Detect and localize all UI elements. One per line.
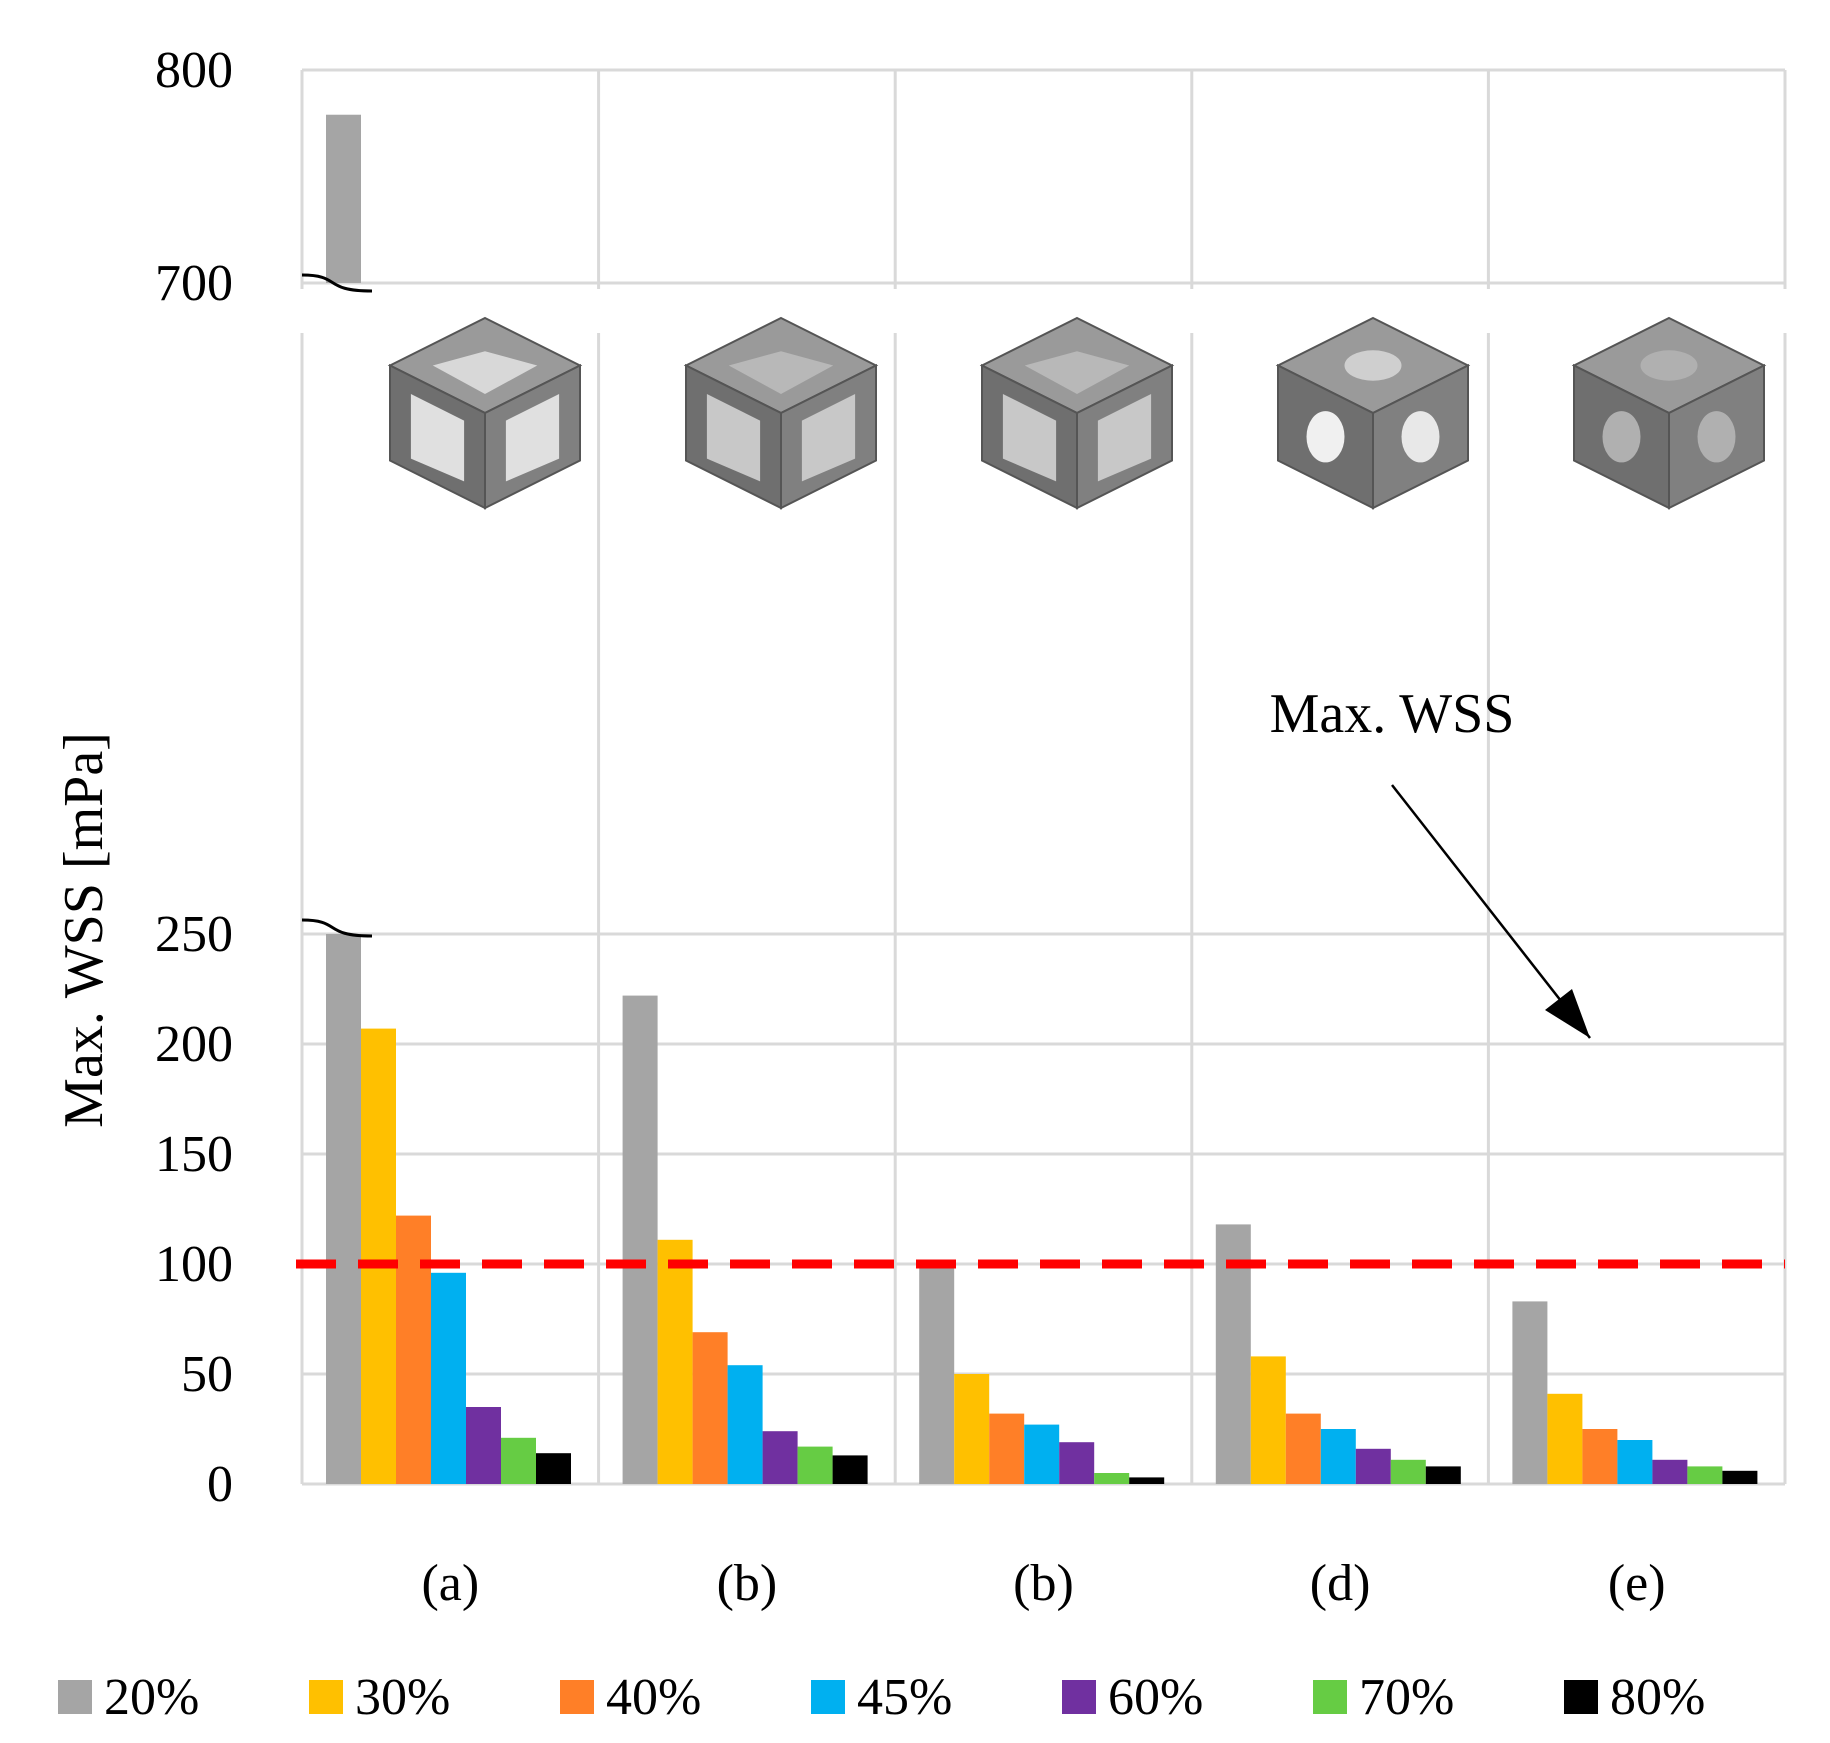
threshold-arrowhead — [1545, 989, 1590, 1038]
threshold-arrow — [1391, 784, 1591, 1039]
bar — [1617, 1440, 1653, 1484]
legend-swatch — [1564, 1680, 1598, 1714]
legend-label: 30% — [355, 1669, 450, 1726]
bar — [1129, 1477, 1165, 1484]
bar — [1390, 1459, 1426, 1484]
bar — [1355, 1448, 1391, 1484]
bar — [1250, 1356, 1286, 1484]
y-tick-label: 0 — [207, 1456, 233, 1513]
cube-lattice-icon-c — [979, 316, 1175, 510]
legend-swatch — [1313, 1680, 1347, 1714]
y-axis-ticks: 0 50 100 150 200 250 700 800 — [155, 42, 233, 1513]
legend-label: 70% — [1359, 1669, 1454, 1726]
legend-swatch — [811, 1680, 845, 1714]
bar — [989, 1413, 1025, 1484]
legend-label: 20% — [104, 1669, 199, 1726]
bar — [1320, 1429, 1356, 1484]
cube-lattice-icon-a — [387, 316, 583, 510]
bar — [762, 1431, 798, 1484]
bar — [1687, 1466, 1723, 1484]
category-label: (b) — [1013, 1555, 1074, 1612]
cube-icons — [387, 316, 1767, 510]
bar — [1652, 1459, 1688, 1484]
legend-swatch — [309, 1680, 343, 1714]
y-tick-label: 250 — [155, 906, 233, 963]
bar — [692, 1332, 728, 1484]
bar — [622, 995, 658, 1484]
bar-upper-segment — [326, 114, 361, 283]
cube-lattice-icon-e — [1571, 316, 1767, 510]
axis-break-mark — [301, 918, 373, 938]
bar — [657, 1239, 693, 1484]
y-tick-label: 100 — [155, 1236, 233, 1293]
y-tick-label: 200 — [155, 1016, 233, 1073]
legend-swatch — [560, 1680, 594, 1714]
bar — [1722, 1470, 1758, 1484]
bar — [954, 1374, 990, 1484]
bar — [1059, 1442, 1095, 1484]
legend-label: 60% — [1108, 1669, 1203, 1726]
x-axis-categories: (a) (b) (b) (d) (e) — [421, 1555, 1665, 1612]
category-label: (b) — [717, 1555, 778, 1612]
bar — [466, 1407, 501, 1484]
legend-swatch — [1062, 1680, 1096, 1714]
category-label: (a) — [421, 1555, 479, 1612]
bar — [1512, 1301, 1548, 1484]
bar — [361, 1028, 396, 1484]
bar — [1094, 1473, 1130, 1484]
bar — [919, 1259, 955, 1484]
category-label: (e) — [1608, 1555, 1666, 1612]
legend: 20% 30% 40% 45% 60% 70% 80% — [58, 1669, 1705, 1726]
y-tick-label: 50 — [181, 1346, 233, 1403]
bar — [431, 1272, 466, 1484]
threshold-label: Max. WSS — [1270, 683, 1515, 745]
axis-break-gap — [292, 289, 1795, 333]
cube-lattice-icon-b — [683, 316, 879, 510]
legend-label: 40% — [606, 1669, 701, 1726]
legend-label: 80% — [1610, 1669, 1705, 1726]
bar — [797, 1446, 833, 1484]
bar — [326, 934, 361, 1484]
legend-swatch — [58, 1680, 92, 1714]
legend-label: 45% — [857, 1669, 952, 1726]
threshold-group: Max. WSS — [296, 683, 1785, 1269]
bar — [501, 1437, 536, 1484]
y-tick-label: 700 — [155, 255, 233, 312]
bar — [1285, 1413, 1321, 1484]
y-axis-label: Max. WSS [mPa] — [53, 732, 115, 1128]
bar — [1024, 1424, 1060, 1484]
y-tick-label: 150 — [155, 1126, 233, 1183]
bar — [1582, 1429, 1618, 1484]
bar — [1547, 1393, 1583, 1484]
bars — [301, 114, 1758, 1484]
y-tick-label: 800 — [155, 42, 233, 99]
gridlines — [292, 68, 1795, 1486]
bar — [727, 1365, 763, 1484]
category-label: (d) — [1310, 1555, 1371, 1612]
bar — [1425, 1466, 1461, 1484]
axis-break-mark — [301, 273, 373, 293]
bar — [832, 1455, 868, 1484]
bar — [536, 1453, 571, 1484]
cube-lattice-icon-d — [1275, 316, 1471, 510]
bar — [396, 1215, 431, 1484]
